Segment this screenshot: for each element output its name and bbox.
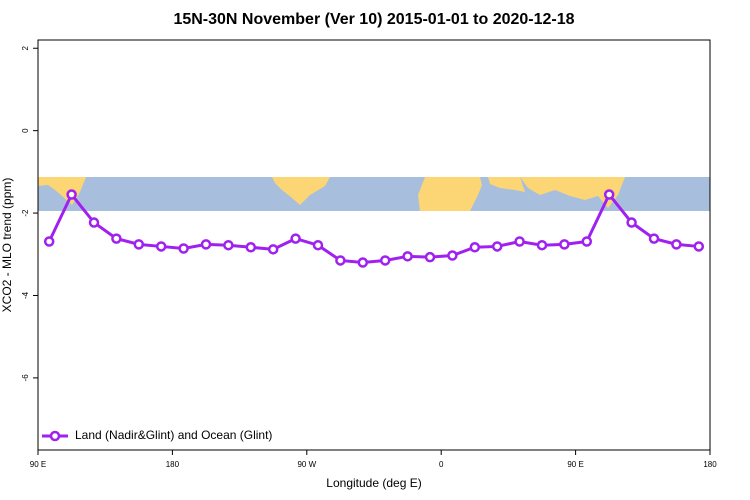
legend-label: Land (Nadir&Glint) and Ocean (Glint) xyxy=(75,428,272,442)
data-point xyxy=(402,251,413,262)
data-point xyxy=(603,189,615,200)
legend-marker xyxy=(49,430,61,442)
data-point xyxy=(671,239,682,250)
x-tick-label: 180 xyxy=(703,460,717,469)
data-point xyxy=(267,244,279,255)
data-point xyxy=(66,189,77,200)
data-point xyxy=(379,255,391,266)
y-tick-label: -6 xyxy=(21,374,30,382)
data-point xyxy=(581,236,593,247)
data-point xyxy=(111,233,122,244)
data-point xyxy=(335,255,346,266)
data-point xyxy=(536,239,548,251)
y-tick-label: -2 xyxy=(21,209,30,217)
data-point xyxy=(312,239,324,251)
data-point xyxy=(290,233,301,244)
data-point xyxy=(693,241,705,252)
data-point xyxy=(223,239,234,251)
data-point xyxy=(514,236,525,247)
map-background xyxy=(38,177,710,211)
plot-frame xyxy=(37,39,711,451)
x-tick-label: 0 xyxy=(439,460,444,469)
x-tick-label: 180 xyxy=(166,460,180,469)
y-axis-label: XCO2 - MLO trend (ppm) xyxy=(0,178,14,313)
y-tick-label: 2 xyxy=(21,45,30,50)
x-tick-label: 90 W xyxy=(297,460,316,469)
data-point xyxy=(155,241,167,252)
data-point xyxy=(88,217,100,228)
y-tick-label: 0 xyxy=(21,128,30,133)
data-point xyxy=(491,241,503,252)
chart-title: 15N-30N November (Ver 10) 2015-01-01 to … xyxy=(173,11,574,28)
data-point xyxy=(469,242,481,253)
data-point xyxy=(178,243,189,254)
data-point xyxy=(626,217,637,228)
data-point xyxy=(245,242,257,253)
x-tick-label: 90 E xyxy=(30,460,46,469)
data-point xyxy=(200,239,212,250)
data-point xyxy=(133,239,145,250)
data-point xyxy=(559,239,570,250)
data-point xyxy=(424,251,436,263)
y-tick-label: -4 xyxy=(21,291,30,299)
x-axis-label: Longitude (deg E) xyxy=(326,476,421,490)
data-point xyxy=(648,233,660,244)
data-point xyxy=(447,250,458,261)
data-point xyxy=(357,257,369,268)
data-point xyxy=(43,236,55,247)
x-tick-label: 90 E xyxy=(567,460,583,469)
